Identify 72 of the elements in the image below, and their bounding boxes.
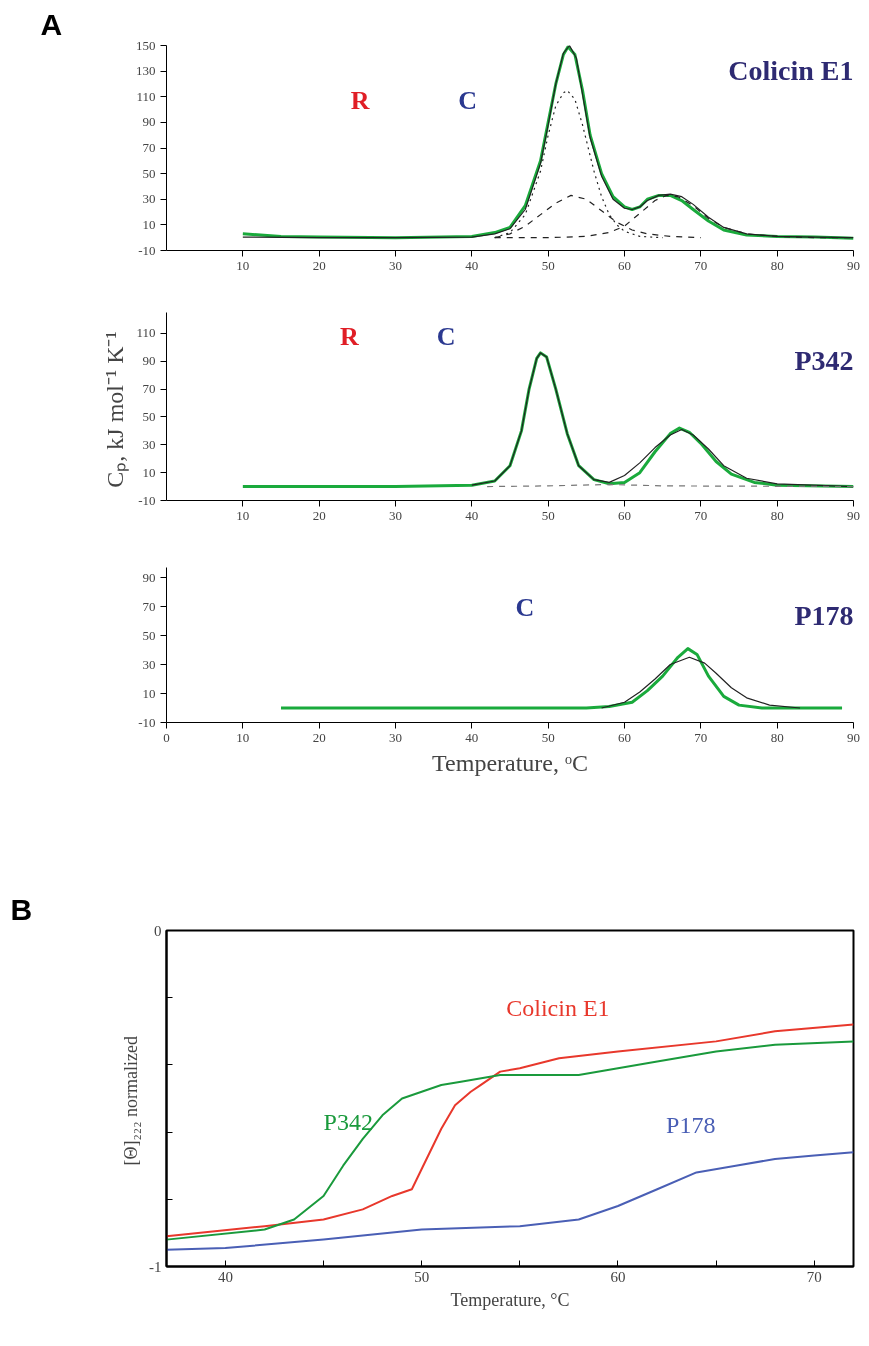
annotation: C xyxy=(458,85,478,115)
y-tick-label: 10 xyxy=(142,685,156,701)
x-tick-label: 90 xyxy=(847,729,860,745)
y-tick-label: 50 xyxy=(142,165,156,181)
y-tick-label: 0 xyxy=(154,922,162,939)
x-tick-label: 50 xyxy=(541,507,555,523)
y-tick-label: 150 xyxy=(136,37,156,53)
x-tick-label: 10 xyxy=(236,729,250,745)
text: B xyxy=(10,892,33,926)
x-tick-label: 30 xyxy=(389,507,402,523)
series-label: P178 xyxy=(666,1112,716,1139)
x-tick-label: 50 xyxy=(541,257,555,273)
x-tick-label: 30 xyxy=(389,257,402,273)
x-tick-label: 10 xyxy=(236,257,250,273)
x-tick-label: 20 xyxy=(312,257,326,273)
annotation: C xyxy=(515,593,535,623)
y-tick-label: 90 xyxy=(142,353,156,369)
y-tick-label: 10 xyxy=(142,216,156,232)
y-tick-label: 110 xyxy=(136,325,156,341)
y-axis-title: Cₚ, kJ mol⁻¹ K⁻¹ xyxy=(102,331,130,488)
y-tick-label: 70 xyxy=(142,381,156,397)
x-tick-label: 60 xyxy=(618,257,631,273)
x-tick-label: 40 xyxy=(465,729,479,745)
y-tick-label: 70 xyxy=(142,140,156,155)
x-tick-label: 50 xyxy=(414,1268,430,1285)
y-tick-label: 50 xyxy=(142,627,156,643)
x-axis-title: Temperature, ᵒC xyxy=(432,749,588,776)
x-tick-label: 70 xyxy=(694,507,708,523)
x-tick-label: 40 xyxy=(465,257,479,273)
y-tick-label: 130 xyxy=(136,63,156,79)
x-tick-label: 60 xyxy=(610,1268,626,1285)
x-tick-label: 10 xyxy=(236,507,250,523)
y-tick-label: 90 xyxy=(142,569,156,585)
x-tick-label: 60 xyxy=(618,729,631,745)
y-tick-label: -10 xyxy=(138,242,156,258)
x-tick-label: 40 xyxy=(465,507,479,523)
annotation: C xyxy=(436,322,456,352)
annotation: R xyxy=(339,322,359,352)
y-axis-title: [Θ]₂₂₂ normalized xyxy=(121,1036,141,1166)
y-tick-label: -10 xyxy=(138,492,156,508)
text: P178 xyxy=(794,600,854,631)
x-tick-label: 70 xyxy=(694,257,708,273)
y-tick-label: 30 xyxy=(142,436,156,452)
x-axis-title: Temperature, °C xyxy=(450,1289,570,1310)
x-tick-label: 80 xyxy=(770,257,784,273)
y-tick-label: 30 xyxy=(142,191,156,207)
x-tick-label: 90 xyxy=(847,257,860,273)
y-tick-label: 90 xyxy=(142,114,156,130)
x-tick-label: 60 xyxy=(618,507,631,523)
text: A xyxy=(40,7,63,41)
y-tick-label: 30 xyxy=(142,656,156,672)
y-tick-label: -10 xyxy=(138,714,156,730)
x-tick-label: 20 xyxy=(312,507,326,523)
y-tick-label: -1 xyxy=(149,1258,162,1275)
x-tick-label: 80 xyxy=(770,507,784,523)
y-tick-label: 70 xyxy=(142,598,156,614)
x-tick-label: 20 xyxy=(312,729,326,745)
y-tick-label: 10 xyxy=(142,464,156,480)
x-tick-label: 70 xyxy=(694,729,708,745)
y-tick-label: 50 xyxy=(142,408,156,424)
chart-title: Colicin E1 xyxy=(728,55,854,86)
x-tick-label: 50 xyxy=(541,729,555,745)
series-label: P342 xyxy=(323,1109,373,1136)
series-label: Colicin E1 xyxy=(506,994,610,1021)
x-tick-label: 70 xyxy=(806,1268,822,1285)
annotation: R xyxy=(350,85,370,115)
text: P342 xyxy=(794,345,854,376)
y-tick-label: 110 xyxy=(136,88,156,104)
x-tick-label: 80 xyxy=(770,729,784,745)
x-tick-label: 40 xyxy=(217,1268,233,1285)
x-tick-label: 30 xyxy=(389,729,402,745)
x-tick-label: 90 xyxy=(847,507,860,523)
